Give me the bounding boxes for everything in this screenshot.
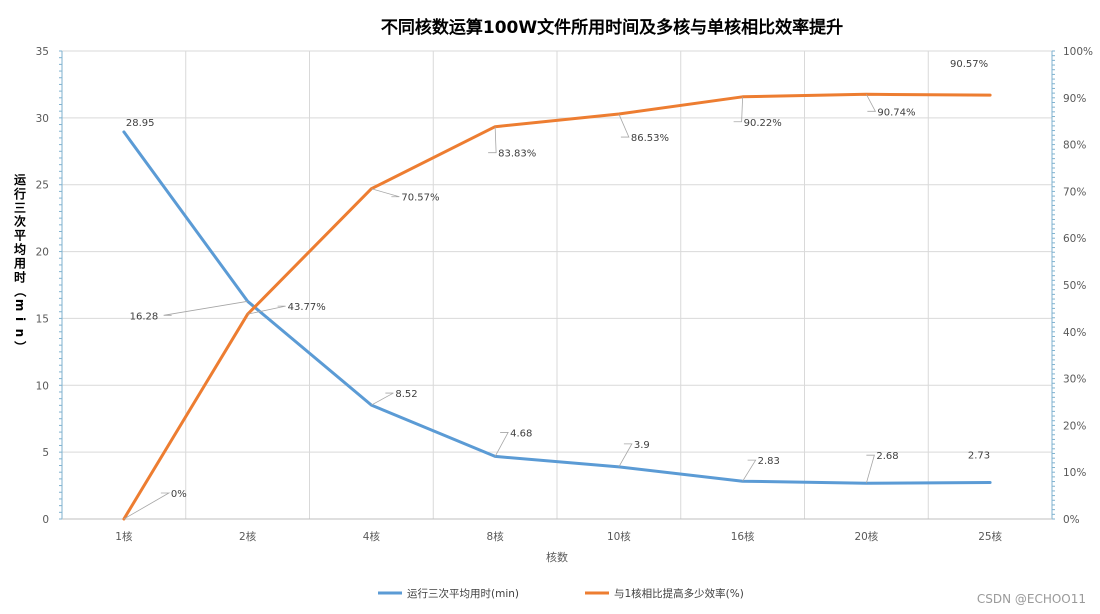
y-axis-label-char: i xyxy=(13,317,27,321)
y-axis-label-char: 次 xyxy=(14,214,26,229)
data-label: 8.52 xyxy=(395,389,417,400)
y-axis-label-char: 行 xyxy=(13,186,26,201)
y2-tick-label: 0% xyxy=(1063,514,1080,526)
y-axis-label-char: 时 xyxy=(14,269,26,284)
y-tick-label: 25 xyxy=(36,180,49,192)
y-tick-label: 10 xyxy=(36,380,49,392)
y-axis-label-char: n xyxy=(13,329,27,338)
data-label: 28.95 xyxy=(126,118,155,129)
data-label: 90.22% xyxy=(744,118,782,129)
leader-line xyxy=(618,443,633,468)
y2-tick-label: 40% xyxy=(1063,327,1086,339)
y-tick-label: 30 xyxy=(36,113,49,125)
x-tick-label: 25核 xyxy=(978,530,1002,543)
y2-tick-label: 30% xyxy=(1063,374,1086,386)
y2-tick-label: 20% xyxy=(1063,420,1086,432)
data-label: 86.53% xyxy=(631,133,669,144)
data-label: 90.57% xyxy=(950,59,988,70)
data-label: 83.83% xyxy=(498,149,536,160)
y2-tick-label: 50% xyxy=(1063,280,1086,292)
y-axis-label-char: （ xyxy=(13,285,28,297)
y-axis-label-char: 均 xyxy=(14,242,26,257)
y2-tick-label: 10% xyxy=(1063,467,1086,479)
leader-line xyxy=(371,188,400,198)
series-line xyxy=(122,130,992,485)
legend: 运行三次平均用时(min) 与1核相比提高多少效率(%) xyxy=(378,587,744,600)
leader-line xyxy=(742,459,757,482)
leader-line xyxy=(865,454,875,484)
data-label: 0% xyxy=(171,489,187,500)
grid xyxy=(61,50,1053,520)
leader-line xyxy=(123,492,171,520)
leader-line xyxy=(618,113,630,138)
data-labels: 28.95 16.28 8.52 4.68 3.9 2.83 2.68 2.73 0% 43.77… xyxy=(123,59,990,520)
y-axis-label-char: m xyxy=(13,299,27,312)
legend-item: 运行三次平均用时(min) xyxy=(407,587,519,600)
y2-tick-label: 100% xyxy=(1063,46,1093,58)
x-tick-label: 4核 xyxy=(363,530,381,543)
leader-line xyxy=(494,432,509,457)
legend-item: 与1核相比提高多少效率(%) xyxy=(614,587,744,600)
chart-title: 不同核数运算100W文件所用时间及多核与单核相比效率提升 xyxy=(381,17,843,38)
x-axis-label: 核数 xyxy=(546,550,568,564)
data-label: 2.73 xyxy=(968,450,990,461)
y-axis-label-char: 用 xyxy=(13,256,26,270)
series-group xyxy=(122,92,992,521)
data-label: 3.9 xyxy=(634,440,650,451)
leader-line xyxy=(163,300,248,316)
data-label: 16.28 xyxy=(130,311,159,322)
y-axis-label-char: 平 xyxy=(14,229,26,243)
y2-tick-label: 80% xyxy=(1063,140,1086,152)
x-tick-label: 10核 xyxy=(607,530,631,543)
leader-line xyxy=(866,94,877,112)
data-label: 2.83 xyxy=(758,456,780,467)
y-tick-label: 35 xyxy=(36,46,49,58)
x-tick-label: 20核 xyxy=(854,530,878,543)
data-label: 4.68 xyxy=(510,428,532,439)
leader-line xyxy=(733,96,744,123)
axes: 0 5 10 15 20 25 30 35 0% 10% 20% 30% 40% 50% 60% 70% 80%… xyxy=(36,46,1093,543)
series-line xyxy=(122,92,992,521)
y-axis-label: 运行三次平均用时（ m i n ） xyxy=(13,173,28,353)
y-tick-label: 15 xyxy=(36,313,49,325)
y-tick-label: 5 xyxy=(42,447,49,459)
leader-line xyxy=(488,126,497,154)
data-label: 2.68 xyxy=(876,451,898,462)
y-tick-label: 20 xyxy=(36,247,49,259)
data-label: 43.77% xyxy=(288,302,326,313)
leader-line xyxy=(371,392,394,406)
y-axis-label-char: ） xyxy=(13,341,28,353)
x-tick-label: 8核 xyxy=(487,530,505,543)
data-label: 90.74% xyxy=(877,107,915,118)
y-axis-label-char: 运 xyxy=(14,173,26,187)
data-label: 70.57% xyxy=(401,193,439,204)
x-tick-label: 2核 xyxy=(239,530,257,543)
leader-line xyxy=(247,305,286,315)
y-tick-label: 0 xyxy=(42,514,49,526)
y2-tick-label: 60% xyxy=(1063,233,1086,245)
watermark: CSDN @ECHOO11 xyxy=(976,592,1086,606)
y2-tick-label: 70% xyxy=(1063,186,1086,198)
x-tick-label: 1核 xyxy=(115,530,133,543)
y-axis-label-char: 三 xyxy=(14,201,26,215)
x-tick-label: 16核 xyxy=(731,530,755,543)
y2-tick-label: 90% xyxy=(1063,93,1086,105)
